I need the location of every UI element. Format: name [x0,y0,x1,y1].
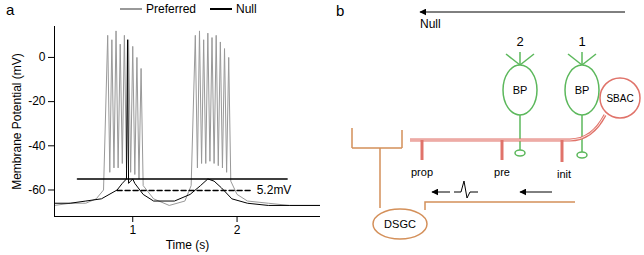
svg-text:1: 1 [578,34,585,49]
svg-text:SBAC: SBAC [606,93,633,104]
svg-text:0: 0 [39,50,46,64]
svg-text:init: init [557,168,571,180]
svg-text:1: 1 [129,223,136,237]
html-text:Null: Null [236,2,257,16]
html-text:a: a [6,1,15,18]
svg-text:b: b [336,2,344,19]
svg-text:BP: BP [575,84,590,96]
svg-text:Null: Null [420,17,441,31]
svg-text:2: 2 [516,34,523,49]
svg-text:-20: -20 [28,94,46,108]
svg-text:Membrane Potential (mV): Membrane Potential (mV) [10,53,24,190]
svg-text:-40: -40 [28,139,46,153]
svg-text:Time (s): Time (s) [166,238,210,252]
svg-text:DSGC: DSGC [384,218,416,230]
svg-text:-60: -60 [28,183,46,197]
svg-text:prop: prop [411,166,433,178]
svg-text:5.2mV: 5.2mV [257,183,292,197]
svg-text:BP: BP [513,84,528,96]
svg-text:2: 2 [234,223,241,237]
html-text:Preferred: Preferred [146,2,196,16]
svg-text:pre: pre [494,166,510,178]
